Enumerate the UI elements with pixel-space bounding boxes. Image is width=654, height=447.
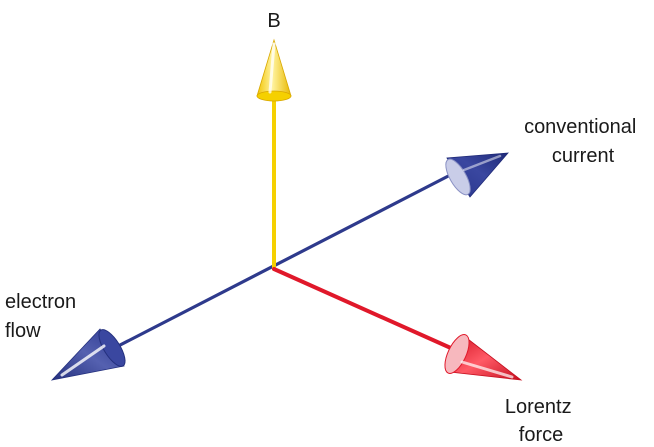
conventional-current-label: conventional current: [524, 116, 642, 167]
electron-flow-arrow-icon: [50, 328, 126, 381]
b-field-arrow-icon: [256, 38, 292, 102]
electron-flow-label-line-2: flow: [5, 320, 41, 342]
b-field-label: B: [267, 10, 280, 32]
lorentz-force-label-line-2: force: [519, 424, 563, 446]
current-axis-line: [58, 168, 462, 378]
electron-flow-label-line-1: electron: [5, 291, 76, 313]
lorentz-force-label: Lorentz force: [505, 396, 577, 446]
lorentz-force-arrow-icon: [444, 334, 523, 381]
conventional-current-label-line-2: current: [552, 145, 615, 167]
conventional-current-arrow-icon: [445, 152, 509, 198]
conventional-current-label-line-1: conventional: [524, 116, 636, 138]
lorentz-force-label-line-1: Lorentz: [505, 396, 572, 418]
force-line: [272, 267, 464, 355]
electron-flow-label: electron flow: [5, 291, 82, 342]
